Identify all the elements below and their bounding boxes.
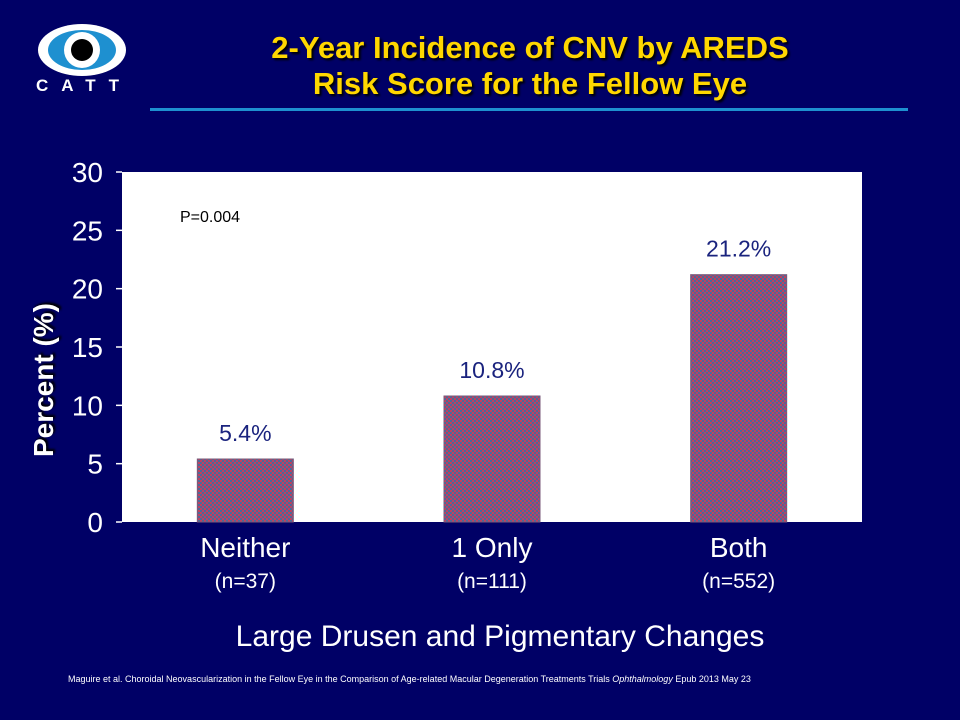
title-line-1: 2-Year Incidence of CNV by AREDS [271, 30, 789, 65]
x-axis-label: Large Drusen and Pigmentary Changes [235, 620, 765, 653]
data-label: 21.2% [706, 236, 771, 262]
data-label: 10.8% [459, 357, 524, 383]
y-tick-label: 0 [87, 507, 103, 538]
y-tick-label: 15 [72, 332, 103, 363]
y-tick-label: 10 [72, 390, 103, 421]
p-value-annotation: P=0.004 [180, 209, 240, 226]
sample-size-label: (n=111) [457, 570, 527, 593]
sample-size-label: (n=552) [702, 570, 775, 593]
title-divider [150, 108, 908, 111]
title-line-2: Risk Score for the Fellow Eye [312, 66, 748, 101]
bar-1 [443, 395, 541, 523]
catt-logo [38, 24, 126, 76]
category-label: 1 Only [452, 532, 533, 563]
citation-epub: Epub 2013 May 23 [672, 674, 751, 684]
logo-text: CATT [36, 76, 133, 95]
citation-main: Maguire et al. Choroidal Neovascularizat… [68, 674, 613, 684]
eye-pupil-icon [71, 39, 93, 61]
sample-size-label: (n=37) [215, 570, 276, 593]
bar-2 [690, 274, 788, 523]
y-tick-label: 20 [72, 274, 103, 305]
data-label: 5.4% [219, 420, 271, 446]
y-axis-label: Percent (%) [28, 302, 59, 458]
citation-journal: Ophthalmology [612, 674, 673, 684]
y-tick-label: 5 [87, 449, 103, 480]
y-tick-label: 25 [72, 215, 103, 246]
category-label: Neither [200, 532, 290, 563]
page-title: 2-Year Incidence of CNV by AREDS Risk Sc… [150, 30, 910, 102]
bar-0 [196, 458, 294, 523]
category-label: Both [710, 532, 768, 563]
citation: Maguire et al. Choroidal Neovascularizat… [68, 674, 908, 684]
y-tick-label: 30 [72, 157, 103, 188]
